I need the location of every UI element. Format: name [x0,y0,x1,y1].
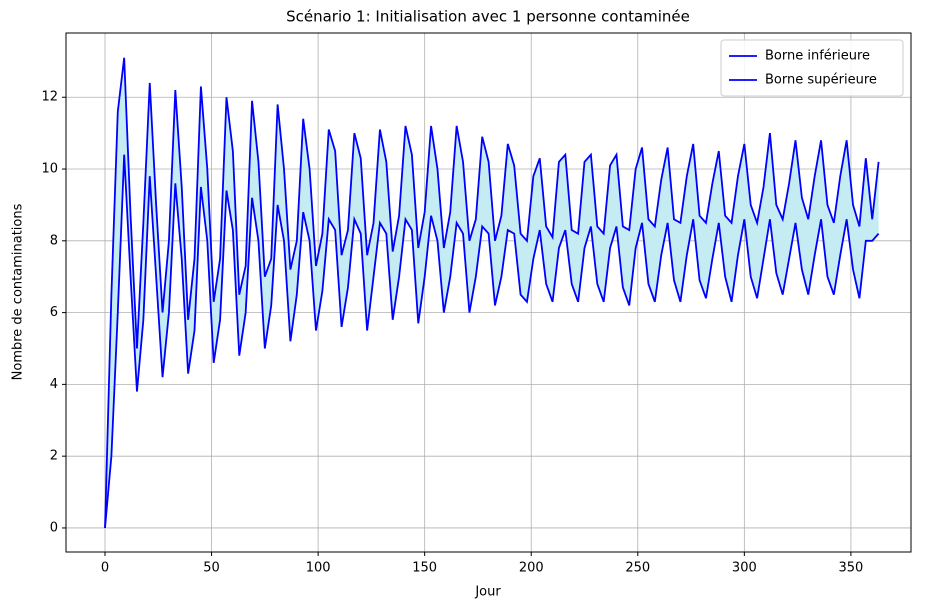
y-axis-label: Nombre de contaminations [11,203,26,380]
y-tick-label: 0 [50,520,58,535]
y-tick-label: 2 [50,449,58,464]
x-tick-label: 200 [519,561,544,576]
y-tick-label: 8 [50,233,58,248]
y-tick-label: 6 [50,305,58,320]
x-tick-label: 0 [101,561,109,576]
y-tick-label: 4 [50,377,58,392]
y-tick-label: 10 [41,162,58,177]
legend-label: Borne supérieure [765,73,877,88]
x-tick-label: 150 [412,561,437,576]
x-tick-label: 100 [306,561,331,576]
series-line [104,154,880,529]
x-tick-label: 250 [625,561,650,576]
x-tick-label: 300 [732,561,757,576]
x-tick-label: 350 [838,561,863,576]
x-axis-label: Jour [474,585,501,600]
series-line [104,57,880,528]
legend-label: Borne inférieure [765,49,870,64]
plot-frame [65,32,912,553]
y-tick-label: 12 [41,90,58,105]
chart-title: Scénario 1: Initialisation avec 1 person… [286,8,690,26]
x-tick-label: 50 [203,561,220,576]
legend-box [720,39,904,97]
